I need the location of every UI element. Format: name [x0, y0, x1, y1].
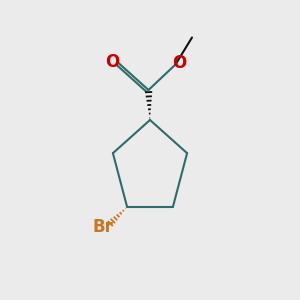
- Text: O: O: [172, 54, 186, 72]
- Text: O: O: [105, 53, 119, 71]
- Text: Br: Br: [92, 218, 113, 236]
